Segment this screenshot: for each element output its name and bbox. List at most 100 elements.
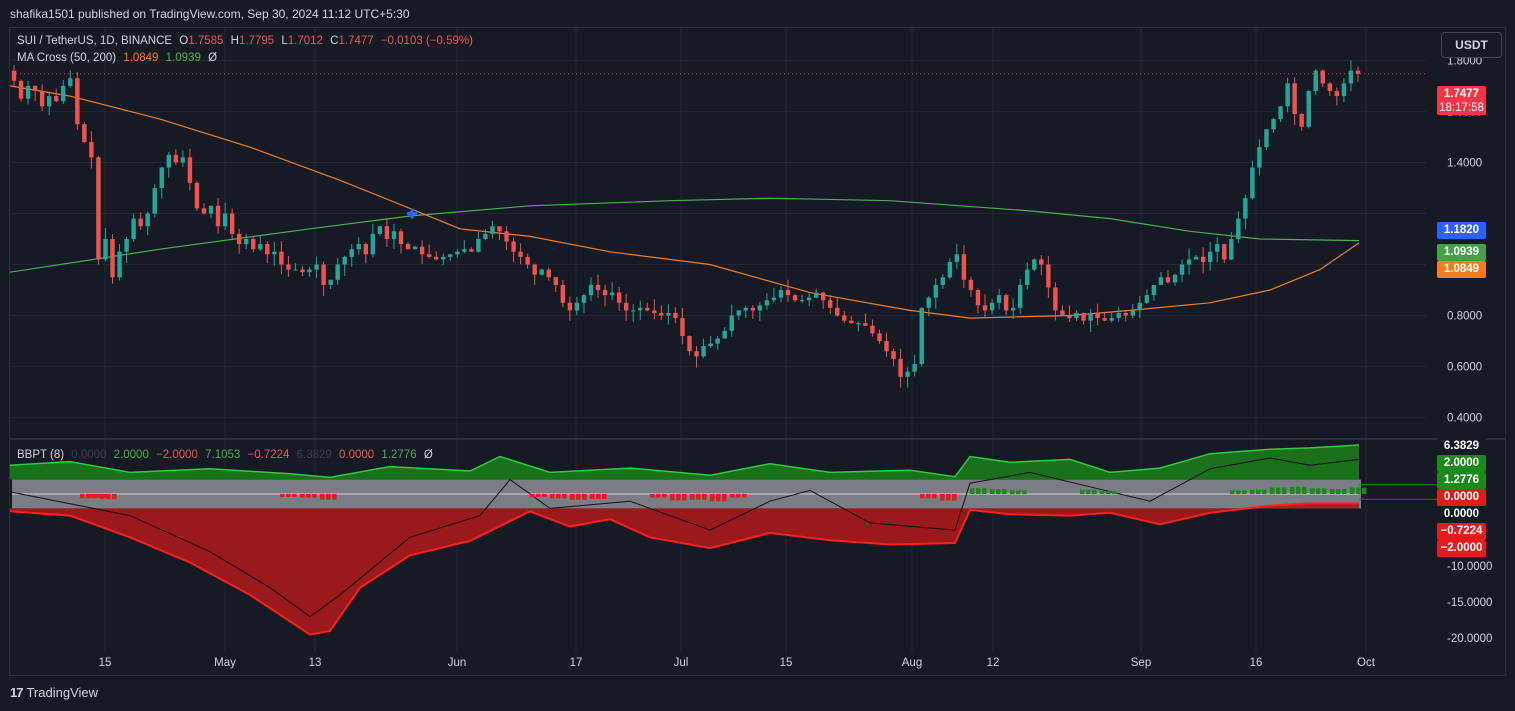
candle bbox=[912, 364, 917, 372]
candle bbox=[1193, 256, 1199, 260]
symbol-name[interactable]: SUI / TetherUS, 1D, BINANCE bbox=[17, 35, 173, 47]
candle bbox=[954, 254, 960, 262]
bbpt-histogram-bar bbox=[926, 494, 931, 499]
candle bbox=[1348, 70, 1354, 84]
time-tick-label: Sep bbox=[1131, 657, 1151, 669]
candle bbox=[645, 307, 650, 311]
candle bbox=[1327, 83, 1333, 92]
bbpt-histogram-bar bbox=[542, 494, 547, 497]
candle bbox=[518, 251, 523, 257]
bbpt-histogram-bar bbox=[932, 494, 937, 499]
candle bbox=[975, 290, 981, 306]
candle bbox=[891, 351, 896, 359]
candle bbox=[201, 208, 207, 214]
candle bbox=[595, 284, 601, 291]
candle bbox=[349, 249, 354, 257]
candle bbox=[1278, 106, 1283, 120]
chart-frame[interactable]: 1.80001.60001.40000.80000.60000.4000-10.… bbox=[9, 27, 1506, 676]
candle bbox=[1236, 218, 1241, 239]
bbpt-histogram-bar bbox=[1362, 487, 1367, 495]
bbpt-tag: 0.0000 bbox=[1437, 489, 1486, 506]
bbpt-histogram-bar bbox=[1350, 487, 1355, 495]
candle bbox=[384, 226, 390, 239]
bbpt-histogram-bar bbox=[920, 494, 925, 499]
price-tick-label: 0.8000 bbox=[1447, 311, 1482, 323]
ma-label[interactable]: MA Cross (50, 200) bbox=[17, 52, 117, 64]
last-price-tag: 1.7477 18:17:58 bbox=[1437, 86, 1486, 115]
candle bbox=[1039, 259, 1044, 265]
candle bbox=[856, 323, 861, 325]
bbpt-tick-label: -20.0000 bbox=[1447, 633, 1492, 645]
price-tick-label: 1.4000 bbox=[1447, 157, 1482, 169]
tradingview-logo-icon: 17 bbox=[10, 685, 24, 700]
candle bbox=[1207, 251, 1213, 262]
candle bbox=[1025, 269, 1030, 285]
candle bbox=[1215, 244, 1220, 252]
candle bbox=[905, 371, 910, 377]
bbpt-histogram-bar bbox=[1022, 490, 1027, 495]
candle bbox=[166, 154, 172, 168]
bbpt-histogram-bar bbox=[1330, 488, 1335, 495]
candle bbox=[813, 292, 819, 298]
ma200-current-tag: 1.0939 bbox=[1437, 244, 1486, 261]
candle bbox=[504, 231, 509, 242]
ma50-line bbox=[10, 85, 1360, 319]
candle bbox=[272, 251, 277, 255]
candle bbox=[926, 297, 931, 308]
bbpt-histogram-bar bbox=[1092, 489, 1097, 495]
currency-button[interactable]: USDT bbox=[1441, 32, 1502, 58]
bbpt-bull-area bbox=[10, 445, 1359, 480]
time-axis: 15 May 13 Jun 17 Jul 15 Aug 12 Sep 16 Oct bbox=[99, 657, 1376, 669]
time-tick-label: May bbox=[214, 657, 236, 669]
chart-svg[interactable]: 1.80001.60001.40000.80000.60000.4000-10.… bbox=[10, 28, 1505, 675]
bbpt-histogram-bar bbox=[722, 494, 727, 502]
candle bbox=[490, 226, 495, 234]
candle bbox=[1116, 312, 1121, 319]
bbpt-histogram-bar bbox=[1316, 488, 1321, 495]
candle bbox=[138, 218, 143, 227]
bbpt-histogram-bar bbox=[682, 494, 687, 501]
brand-name: TradingView bbox=[26, 685, 99, 700]
bbpt-histogram-bar bbox=[656, 494, 661, 498]
ma-legend[interactable]: MA Cross (50, 200) 1.0849 1.0939 Ø bbox=[17, 52, 221, 64]
candle bbox=[694, 351, 699, 357]
hidden-values-icon: Ø bbox=[423, 449, 433, 461]
symbol-legend[interactable]: SUI / TetherUS, 1D, BINANCE O1.7585 H1.7… bbox=[17, 35, 481, 47]
price-tick-label: 1.8000 bbox=[1447, 55, 1482, 67]
candle bbox=[687, 335, 692, 352]
bbpt-histogram-bar bbox=[1290, 486, 1295, 495]
bbpt-legend[interactable]: BBPT (8) 0.0000 2.0000 −2.0000 7.1053 −0… bbox=[17, 449, 437, 461]
candle bbox=[1165, 277, 1171, 283]
bbpt-histogram-bar bbox=[106, 494, 111, 500]
candle bbox=[616, 292, 622, 303]
candle bbox=[989, 302, 995, 311]
candle bbox=[940, 277, 946, 285]
candle bbox=[1250, 167, 1255, 199]
candle bbox=[525, 256, 530, 265]
candle bbox=[673, 312, 678, 319]
candle bbox=[1109, 318, 1114, 321]
tradingview-logo[interactable]: 17 TradingView bbox=[10, 685, 98, 700]
candle bbox=[441, 256, 446, 260]
candle bbox=[1053, 287, 1058, 311]
candle bbox=[469, 249, 474, 252]
candle bbox=[1130, 310, 1135, 316]
high-value: 1.7795 bbox=[238, 35, 275, 47]
bbpt-label[interactable]: BBPT (8) bbox=[17, 449, 65, 461]
candle bbox=[1271, 119, 1276, 130]
candle bbox=[1292, 83, 1297, 114]
candle bbox=[623, 302, 629, 311]
bbpt-histogram-bar bbox=[996, 488, 1001, 495]
bbpt-histogram-bar bbox=[1100, 491, 1105, 495]
close-value: 1.7477 bbox=[338, 35, 374, 47]
candle bbox=[32, 85, 38, 92]
bbpt-histogram-bar bbox=[976, 488, 981, 495]
candle bbox=[25, 85, 31, 99]
candle bbox=[1285, 83, 1290, 107]
candle bbox=[996, 295, 1002, 303]
candle bbox=[1032, 259, 1037, 270]
bbpt-upper-tag: 6.3829 bbox=[1437, 438, 1486, 455]
bbpt-histogram-bar bbox=[80, 494, 85, 499]
candle bbox=[1102, 318, 1107, 321]
candle bbox=[46, 96, 52, 107]
